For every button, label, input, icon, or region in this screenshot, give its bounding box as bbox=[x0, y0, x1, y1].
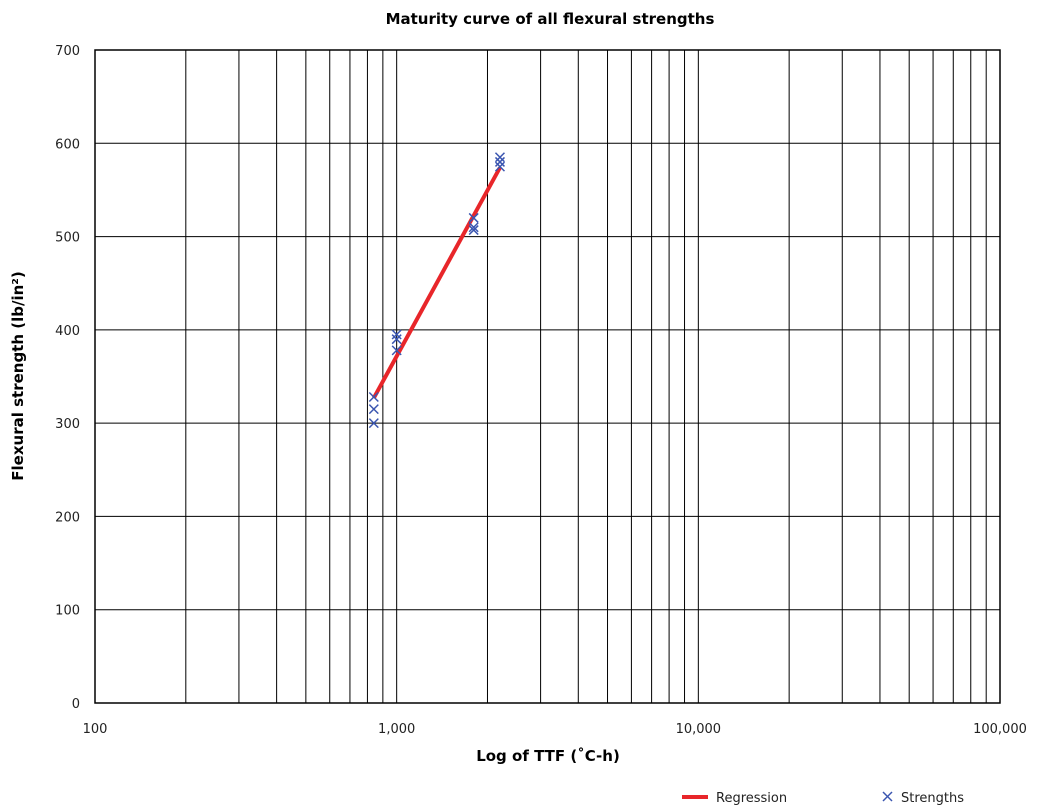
x-axis-ticks: 100 1,000 10,000 100,000 bbox=[83, 722, 1027, 737]
legend-strengths-label: Strengths bbox=[901, 791, 964, 806]
x-tick-label: 100 bbox=[83, 722, 108, 737]
plot-frame bbox=[94, 49, 1001, 704]
y-tick-label: 700 bbox=[55, 44, 80, 59]
x-tick-label: 1,000 bbox=[378, 722, 415, 737]
strength-point bbox=[468, 225, 479, 236]
strength-point bbox=[468, 222, 479, 233]
x-tick-label: 10,000 bbox=[676, 722, 722, 737]
y-tick-label: 600 bbox=[55, 137, 80, 152]
y-tick-label: 200 bbox=[55, 510, 80, 525]
y-tick-label: 400 bbox=[55, 324, 80, 339]
strength-point bbox=[391, 334, 402, 345]
y-tick-label: 300 bbox=[55, 417, 80, 432]
y-tick-label: 500 bbox=[55, 231, 80, 246]
data-series bbox=[368, 152, 505, 429]
y-axis-label: Flexural strength (lb/in²) bbox=[9, 271, 27, 480]
strength-point bbox=[494, 161, 505, 172]
legend: Regression Strengths bbox=[682, 791, 964, 806]
strength-point bbox=[468, 212, 479, 223]
strength-point bbox=[368, 418, 379, 429]
strength-point bbox=[391, 345, 402, 356]
y-tick-label: 100 bbox=[55, 604, 80, 619]
strength-point bbox=[368, 404, 379, 415]
y-axis-ticks: 0 100 200 300 400 500 600 700 bbox=[55, 44, 80, 712]
x-tick-label: 100,000 bbox=[973, 722, 1027, 737]
legend-regression-label: Regression bbox=[716, 791, 787, 806]
strength-point bbox=[391, 329, 402, 340]
x-axis-label: Log of TTF (˚C-h) bbox=[476, 747, 620, 765]
legend-strengths-marker bbox=[882, 791, 893, 802]
strength-point bbox=[494, 152, 505, 163]
regression-line bbox=[372, 166, 502, 399]
strength-point bbox=[368, 391, 379, 403]
grid bbox=[94, 49, 1000, 704]
strength-point bbox=[494, 156, 505, 167]
chart-title: Maturity curve of all flexural strengths bbox=[386, 10, 715, 28]
y-tick-label: 0 bbox=[72, 697, 80, 712]
